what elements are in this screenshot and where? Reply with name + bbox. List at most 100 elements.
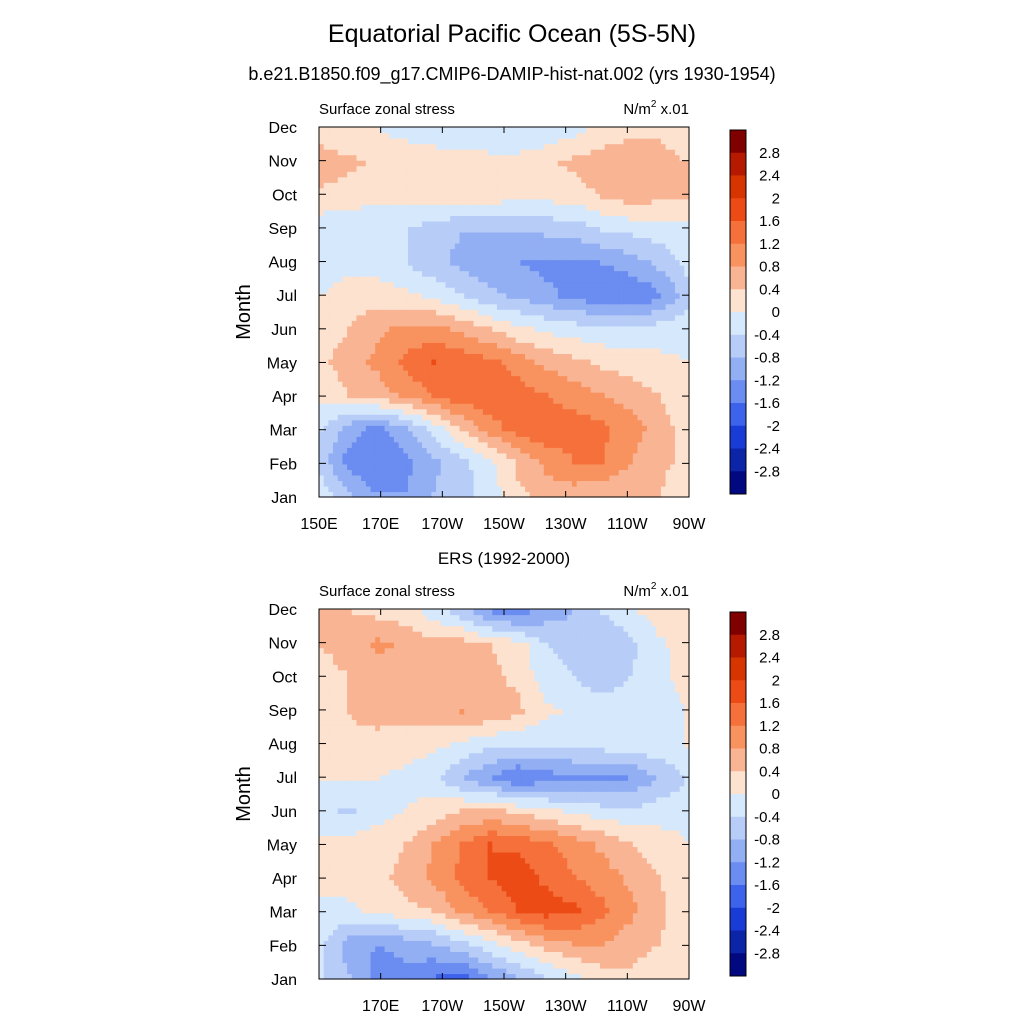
heatmap-cell: [496, 336, 503, 343]
heatmap-cell: [375, 342, 381, 349]
heatmap-cell: [585, 463, 592, 470]
heatmap-cell: [609, 259, 615, 266]
heatmap-cell: [665, 403, 671, 410]
heatmap-cell: [520, 237, 526, 244]
heatmap-cell: [618, 187, 625, 194]
heatmap-cell: [557, 165, 564, 172]
heatmap-cell: [492, 353, 498, 360]
heatmap-cell: [674, 165, 681, 172]
heatmap-cell: [651, 436, 657, 443]
heatmap-cell: [567, 270, 573, 277]
heatmap-cell: [323, 491, 329, 498]
heatmap-cell: [670, 463, 676, 470]
heatmap-cell: [515, 198, 521, 205]
heatmap-cell: [403, 176, 409, 183]
heatmap-cell: [628, 485, 634, 493]
heatmap-cell: [492, 276, 498, 283]
heatmap-cell: [473, 176, 479, 183]
heatmap-cell: [440, 248, 447, 255]
heatmap-cell: [665, 265, 671, 272]
heatmap-cell: [679, 441, 685, 448]
heatmap-cell: [604, 441, 610, 448]
heatmap-cell: [482, 259, 489, 266]
heatmap-cell: [618, 220, 625, 227]
heatmap-cell: [478, 414, 484, 421]
heatmap-cell: [412, 182, 418, 189]
heatmap-cell: [665, 198, 671, 205]
heatmap-cell: [356, 458, 362, 465]
heatmap-cell: [614, 325, 620, 332]
heatmap-cell: [436, 226, 442, 233]
heatmap-cell: [539, 165, 545, 172]
heatmap-cell: [365, 430, 372, 437]
heatmap-cell: [623, 458, 629, 465]
heatmap-cell: [398, 287, 404, 294]
heatmap-cell: [482, 485, 489, 493]
heatmap-cell: [609, 447, 615, 454]
heatmap-cell: [487, 375, 493, 382]
heatmap-cell: [468, 491, 475, 498]
heatmap-cell: [628, 320, 634, 327]
heatmap-cell: [342, 342, 348, 349]
heatmap-cell: [365, 480, 372, 487]
heatmap-cell: [637, 369, 643, 377]
heatmap-cell: [417, 353, 423, 360]
heatmap-cell: [590, 375, 596, 382]
heatmap-cell: [501, 215, 507, 222]
heatmap-cell: [440, 314, 447, 321]
heatmap-cell: [501, 242, 507, 250]
heatmap-cell: [496, 160, 503, 167]
heatmap-cell: [604, 425, 610, 432]
heatmap-cell: [342, 381, 348, 388]
heatmap-cell: [660, 331, 667, 338]
heatmap-cell: [543, 381, 550, 388]
heatmap-cell: [459, 408, 465, 415]
heatmap-cell: [642, 231, 648, 239]
heatmap-cell: [590, 204, 596, 211]
heatmap-cell: [351, 485, 358, 493]
heatmap-cell: [562, 198, 568, 205]
heatmap-cell: [431, 430, 437, 437]
heatmap-cell: [407, 369, 414, 377]
heatmap-cell: [520, 320, 526, 327]
heatmap-cell: [539, 480, 545, 487]
heatmap-cell: [342, 248, 348, 255]
heatmap-cell: [632, 248, 639, 255]
heatmap-cell: [642, 414, 648, 421]
heatmap-cell: [642, 298, 648, 305]
heatmap-cell: [646, 403, 653, 410]
heatmap-cell: [445, 347, 451, 355]
heatmap-cell: [543, 474, 550, 482]
heatmap-cell: [450, 458, 456, 465]
heatmap-cell: [543, 485, 550, 493]
heatmap-cell: [487, 397, 493, 404]
heatmap-cell: [637, 381, 643, 388]
heatmap-cell: [407, 342, 414, 349]
heatmap-cell: [412, 430, 418, 437]
heatmap-cell: [328, 276, 334, 283]
heatmap-cell: [436, 276, 442, 283]
heatmap-cell: [520, 392, 526, 399]
heatmap-cell: [628, 287, 634, 294]
heatmap-cell: [347, 325, 353, 332]
heatmap-cell: [431, 375, 437, 382]
heatmap-cell: [422, 397, 428, 404]
heatmap-cell: [501, 198, 507, 205]
heatmap-cell: [328, 358, 334, 366]
heatmap-cell: [506, 358, 512, 366]
heatmap-cell: [515, 436, 521, 443]
heatmap-cell: [422, 436, 428, 443]
heatmap-cell: [370, 419, 376, 426]
heatmap-cell: [487, 287, 493, 294]
heatmap-cell: [459, 458, 465, 465]
heatmap-cell: [496, 320, 503, 327]
heatmap-cell: [618, 265, 625, 272]
heatmap-cell: [553, 325, 559, 332]
heatmap-cell: [482, 242, 489, 250]
heatmap-cell: [614, 276, 620, 283]
heatmap-cell: [323, 276, 329, 283]
heatmap-cell: [356, 303, 362, 310]
heatmap-cell: [445, 198, 451, 205]
heatmap-cell: [632, 309, 639, 316]
heatmap-cell: [342, 270, 348, 277]
